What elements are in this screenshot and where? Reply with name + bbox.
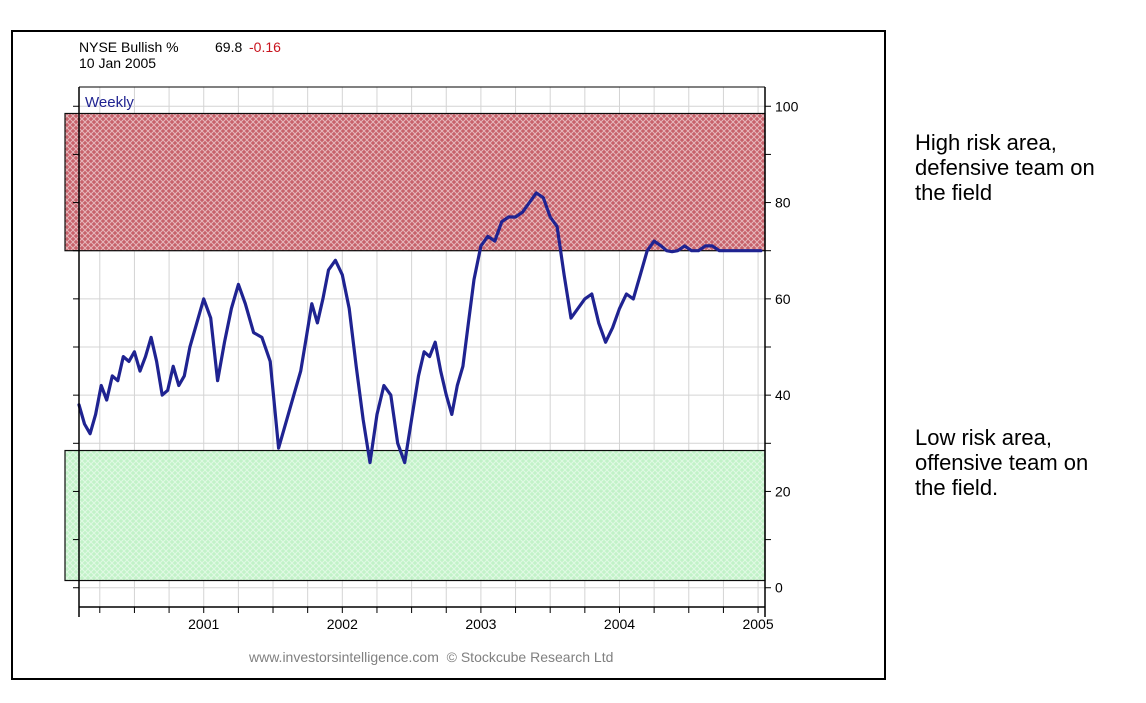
chart-svg: 0 20 40 60 80 100 2001 2002 2003 2004 2005 NYSE Bu… <box>64 39 799 665</box>
axes: 0 20 40 60 80 100 2001 2002 2003 2004 2005 <box>73 86 799 632</box>
chart-date: 10 Jan 2005 <box>79 55 156 71</box>
chart-footer: www.investorsintelligence.com © Stockcub… <box>248 649 613 665</box>
x-tick-label: 2002 <box>327 616 358 632</box>
high-risk-line-3: the field <box>915 180 993 205</box>
y-tick-label: 20 <box>775 483 791 499</box>
period-label: Weekly <box>85 94 134 111</box>
high-risk-line-2: defensive team on <box>915 155 1095 180</box>
chart-title-value: 69.8 <box>215 39 242 55</box>
x-tick-label: 2003 <box>465 616 496 632</box>
x-tick-label: 2005 <box>742 616 773 632</box>
high-risk-annotation: High risk area, defensive team on the fi… <box>915 130 1095 205</box>
low-risk-line-3: the field. <box>915 475 999 500</box>
low-risk-line-1: Low risk area, <box>915 425 1052 450</box>
chart-frame: 0 20 40 60 80 100 2001 2002 2003 2004 2005 NYSE Bu… <box>11 30 886 680</box>
low-risk-band <box>64 449 766 582</box>
low-risk-annotation: Low risk area, offensive team on the fie… <box>915 425 1088 500</box>
series-line <box>77 191 763 465</box>
y-tick-label: 100 <box>775 98 799 114</box>
low-risk-line-2: offensive team on <box>915 450 1089 475</box>
y-tick-label: 40 <box>775 387 791 403</box>
high-risk-line-1: High risk area, <box>915 130 1057 155</box>
x-tick-label: 2001 <box>188 616 219 632</box>
x-tick-label: 2004 <box>604 616 635 632</box>
y-tick-label: 60 <box>775 291 791 307</box>
y-tick-label: 80 <box>775 195 791 211</box>
y-tick-label: 0 <box>775 580 783 596</box>
chart-title-change: -0.16 <box>249 39 281 55</box>
high-risk-band <box>64 112 766 252</box>
series-layer <box>77 191 763 465</box>
chart-title-name: NYSE Bullish % <box>79 39 179 55</box>
